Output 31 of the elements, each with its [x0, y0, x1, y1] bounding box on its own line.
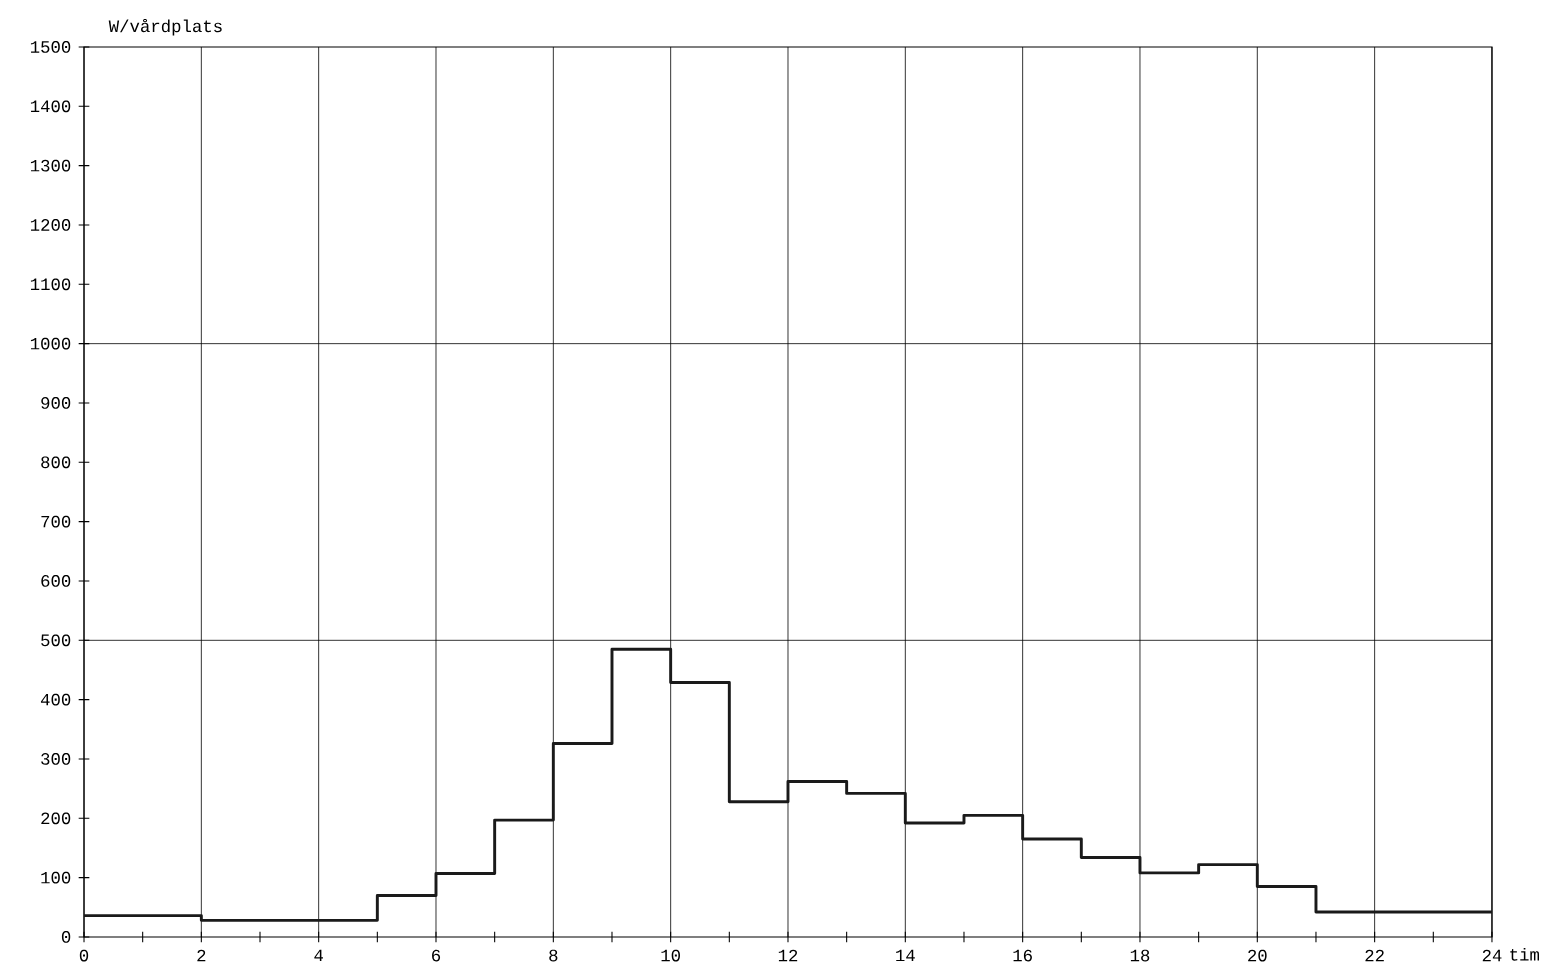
x-tick-label: 8 [549, 949, 558, 962]
y-axis-title: W/vårdplats [108, 18, 222, 36]
y-tick-label: 1200 [30, 219, 71, 231]
y-tick-label: 100 [41, 871, 71, 884]
x-tick-label: 6 [432, 949, 441, 962]
y-tick-label: 500 [41, 634, 71, 647]
y-tick-label: 300 [41, 753, 71, 765]
x-tick-label: 22 [1365, 949, 1384, 962]
y-tick-label: 1500 [30, 41, 71, 53]
y-tick-label: 0 [61, 931, 71, 943]
x-axis-title: tim [1510, 947, 1539, 961]
y-tick-label: 700 [41, 515, 71, 528]
y-tick-label: 200 [41, 812, 71, 825]
x-tick-label: 20 [1248, 949, 1267, 962]
x-tick-label: 16 [1013, 949, 1032, 962]
y-tick-label: 400 [40, 693, 71, 706]
x-tick-label: 14 [896, 949, 915, 962]
y-tick-label: 1000 [30, 337, 71, 350]
x-tick-label: 4 [314, 949, 323, 962]
y-tick-label: 600 [41, 575, 71, 587]
x-tick-label: 10 [661, 949, 680, 962]
y-tick-label: 1300 [30, 159, 71, 172]
y-tick-label: 1400 [30, 100, 71, 113]
x-tick-label: 2 [197, 949, 206, 962]
y-tick-label: 1100 [30, 278, 71, 291]
x-tick-label: 0 [79, 949, 89, 962]
x-tick-label: 24 [1482, 949, 1502, 962]
y-tick-label: 900 [41, 397, 71, 409]
y-tick-label: 800 [41, 456, 71, 469]
x-tick-label: 18 [1130, 949, 1150, 962]
x-tick-label: 12 [778, 949, 798, 962]
